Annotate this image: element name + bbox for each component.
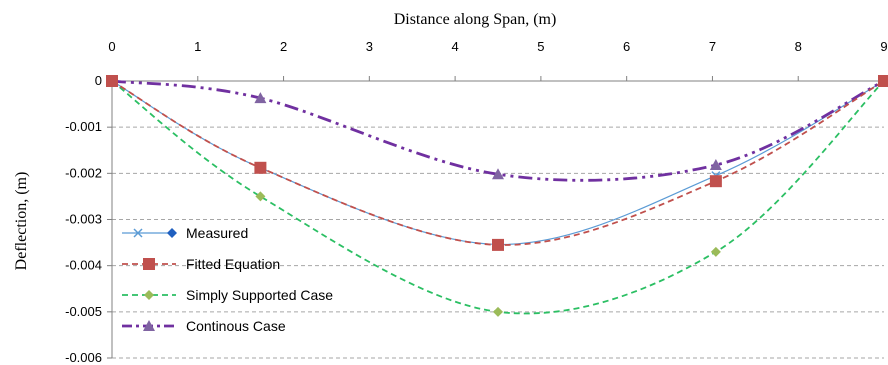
x-tick-label: 2 [280, 39, 287, 54]
y-tick-label: -0.002 [65, 165, 102, 180]
legend-label: Measured [186, 225, 248, 241]
x-tick-label: 5 [537, 39, 544, 54]
series-line-continous-case [111, 79, 885, 182]
series-group [106, 75, 888, 317]
data-point [710, 246, 721, 257]
data-point [255, 191, 266, 202]
y-tick-label: -0.005 [65, 304, 102, 319]
y-axis-title: Deflection, (m) [13, 172, 30, 271]
y-tick-label: -0.006 [65, 350, 102, 365]
legend: Measured Fitted Equation Simply Supported … [122, 225, 333, 334]
legend-label: Continous Case [186, 318, 286, 334]
data-point [709, 175, 722, 188]
y-tick-label: -0.003 [65, 212, 102, 227]
x-tick-label: 3 [366, 39, 373, 54]
legend-label: Simply Supported Case [186, 287, 333, 303]
x-tick-labels: 0 1 2 3 4 5 6 7 8 9 [108, 39, 887, 54]
x-tick-label: 9 [880, 39, 887, 54]
data-point [492, 168, 504, 180]
y-tick-labels: 0 -0.001 -0.002 -0.003 -0.004 -0.005 -0.006 [65, 73, 102, 365]
y-tick-label: -0.001 [65, 119, 102, 134]
data-point [254, 161, 267, 174]
data-point [254, 92, 267, 104]
x-tick-label: 8 [795, 39, 802, 54]
x-axis-title: Distance along Span, (m) [394, 11, 557, 28]
legend-marker [143, 320, 155, 331]
series-line-simply-supported-case [111, 80, 885, 315]
legend-marker [167, 228, 177, 238]
data-point [493, 306, 503, 317]
x-tick-label: 0 [108, 39, 115, 54]
legend-marker [133, 228, 143, 238]
x-tick-label: 4 [451, 39, 458, 54]
legend-label: Fitted Equation [186, 256, 280, 272]
data-point [492, 238, 504, 251]
axes [107, 76, 885, 359]
legend-marker [143, 258, 155, 270]
y-tick-label: 0 [95, 73, 102, 88]
legend-marker [144, 290, 154, 300]
data-point [878, 75, 888, 87]
marker-stroke [133, 228, 143, 238]
data-point [709, 159, 722, 171]
x-tick-label: 7 [709, 39, 716, 54]
y-tick-label: -0.004 [65, 258, 102, 273]
x-tick-label: 1 [194, 39, 201, 54]
data-point [106, 75, 118, 87]
x-tick-label: 6 [623, 39, 630, 54]
series-line-fitted-equation [111, 80, 885, 246]
